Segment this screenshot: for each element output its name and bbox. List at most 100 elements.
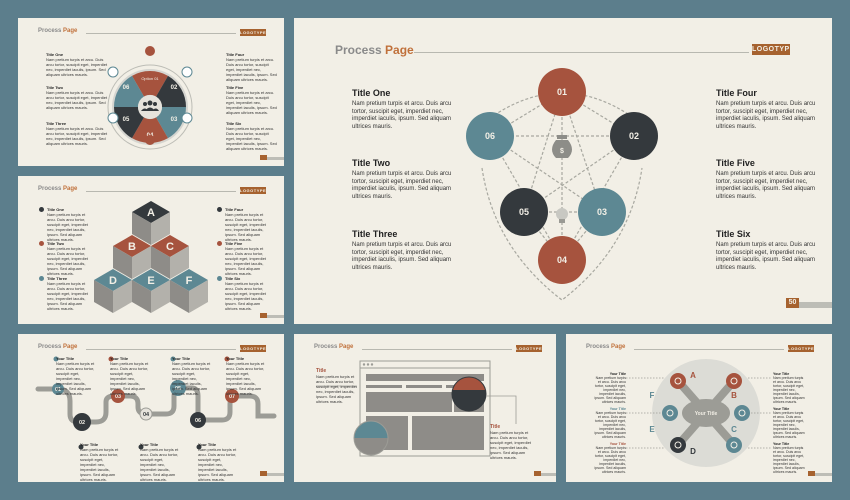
hex-title-6: Your Title [773, 442, 790, 446]
page-title-word2: Page [63, 28, 78, 34]
node-label-06: 06 [485, 131, 495, 141]
money-bag-icon [670, 437, 686, 453]
node-label-03: 03 [597, 207, 607, 217]
header-rule [86, 191, 236, 192]
cube-text-4: Title Four Nam pretium turpis et arcu. D… [217, 207, 269, 242]
slide-main[interactable]: Process Page LOGOTYPE 01 02 03 04 05 06 $ Tit… [294, 18, 832, 324]
page-title-word2: Page [63, 186, 78, 192]
window-dot-icon [370, 363, 374, 366]
slide-cycle[interactable]: Process Page LOGOTYPE Option 01 02 03 04… [18, 18, 284, 166]
node-label-04: 04 [557, 255, 567, 265]
logotype-badge: LOGOTYPE [788, 345, 815, 352]
timeline-marker [138, 444, 144, 450]
main-text-6: Title Six Nam pretium turpis et arcu. Du… [716, 228, 816, 272]
cycle-body-1: Nam pretium turpis et arcu. Duis arcu to… [46, 57, 108, 77]
timeline-title-7: Your Title [198, 442, 217, 447]
cube-text-5: Title Five Nam pretium turpis et arcu. D… [217, 241, 269, 276]
timeline-marker [170, 356, 176, 362]
page-title-word2: Page [611, 344, 626, 350]
cycle-text-4: Title Four Nam pretium turpis et arcu. D… [226, 52, 278, 82]
flag-icon [662, 405, 678, 421]
timeline-text-5: Your Title Nam pretium turpis et arcu. D… [80, 442, 120, 482]
hex-letter-C: C [731, 425, 737, 434]
cycle-hub [138, 95, 162, 119]
hex-text-2: Your Title Nam pretium turpis et arcu. D… [592, 407, 626, 439]
cycle-title-6: Title Six [226, 121, 242, 126]
timeline-title-3: Your Title [172, 356, 191, 361]
main-body-6: Nam pretium turpis et arcu. Duis arcu to… [716, 242, 816, 271]
header-rule [86, 349, 236, 350]
slide-cubes[interactable]: Process Page LOGOTYPE A B C D E F Title One N… [18, 176, 284, 324]
cube-letter-C: C [166, 241, 174, 253]
timeline-body-6: Nam pretium turpis et arcu. Duis arcu to… [140, 447, 179, 482]
page-number-bar [267, 315, 284, 318]
hex-title-2: Your Title [609, 407, 626, 411]
hex-text-3: Your Title Nam pretium turpis et arcu. D… [592, 442, 626, 474]
main-text-5: Title Five Nam pretium turpis et arcu. D… [716, 157, 816, 201]
clock-icon-glyph [674, 377, 682, 385]
timeline-track [35, 385, 277, 425]
cube-title-2: Title Two [39, 241, 91, 247]
slide-browser[interactable]: Process Page LOGOTYPE [294, 334, 556, 482]
main-title-3: Title Three [352, 229, 398, 239]
window-dot-icon [366, 363, 370, 366]
timeline-text-1: Your Title Nam pretium turpis et arcu. D… [56, 356, 96, 396]
drop-icon [107, 66, 119, 78]
cycle-seg-label-5: 05 [123, 117, 130, 123]
cycle-body-5: Nam pretium turpis et arcu. Duis arcu to… [226, 90, 277, 115]
page-title: Process Page [38, 28, 77, 34]
header-rule [634, 349, 784, 350]
hex-title-3: Your Title [609, 442, 626, 446]
cube-body-3: Nam pretium turpis et arcu. Duis arcu to… [47, 281, 88, 312]
header-rule [362, 349, 512, 350]
timeline-body-5: Nam pretium turpis et arcu. Duis arcu to… [80, 447, 119, 482]
page-title: Process Page [335, 43, 414, 57]
timeline-body-2: Nam pretium turpis et arcu. Duis arcu to… [110, 361, 149, 396]
cycle-segment [114, 75, 144, 107]
cycle-title-2: Title Two [46, 85, 63, 90]
hex-letter-B: B [731, 391, 737, 400]
timeline-body-7: Nam pretium turpis et arcu. Duis arcu to… [198, 447, 237, 482]
main-title-5: Title Five [716, 158, 755, 168]
window-dot-icon [362, 363, 366, 366]
timeline-body-1: Nam pretium turpis et arcu. Duis arcu to… [56, 361, 95, 396]
hex-letter-A: A [690, 371, 696, 380]
browser-diagram [316, 360, 517, 457]
wheel-center-label: Your Title [695, 411, 718, 417]
browser-content-block [366, 392, 452, 412]
page-title-word2: Page [63, 344, 78, 350]
cycle-segment [132, 117, 168, 144]
cube-side-right [151, 212, 170, 245]
cycle-body-3: Nam pretium turpis et arcu. Duis arcu to… [46, 126, 108, 146]
search-icon [181, 112, 193, 124]
clock-icon [670, 373, 686, 389]
hexwheel-diagram: Your Title A B C D E F [626, 359, 771, 467]
bulb-icon [726, 373, 742, 389]
cycle-title-1: Title One [46, 52, 64, 57]
hex-title-1: Your Title [609, 372, 626, 376]
cycle-text-1: Title One Nam pretium turpis et arcu. Du… [46, 52, 108, 77]
page-number-badge [808, 471, 815, 476]
page-number-badge [260, 313, 267, 318]
main-title-2: Title Two [352, 158, 391, 168]
hex-body-1: Nam pretium turpis et arcu. Duis arcu to… [594, 376, 626, 404]
browser-nav-block [366, 385, 402, 388]
main-title-1: Title One [352, 88, 391, 98]
main-text-1: Title One Nam pretium turpis et arcu. Du… [352, 87, 452, 131]
cube-title-5: Title Five [217, 241, 269, 247]
briefcase-icon [107, 112, 119, 124]
zoom-lens-dark [451, 376, 487, 412]
cube-side-right [132, 246, 151, 279]
page-title-word1: Process [335, 43, 382, 57]
timeline-node-label-04: 04 [143, 412, 150, 418]
page-title-word1: Process [314, 344, 338, 350]
flag-icon-glyph [666, 409, 674, 417]
slide-timeline[interactable]: Process Page LOGOTYPE 01 02 03 04 05 06 07 You… [18, 334, 284, 482]
browser-title-left: Title [316, 368, 327, 374]
page-title-word1: Process [586, 344, 610, 350]
timeline-title-6: Your Title [140, 442, 159, 447]
page-title: Process Page [38, 344, 77, 350]
hex-body-5: Nam pretium turpis et arcu. Duis arcu to… [773, 411, 805, 439]
cube-letter-A: A [147, 207, 155, 219]
